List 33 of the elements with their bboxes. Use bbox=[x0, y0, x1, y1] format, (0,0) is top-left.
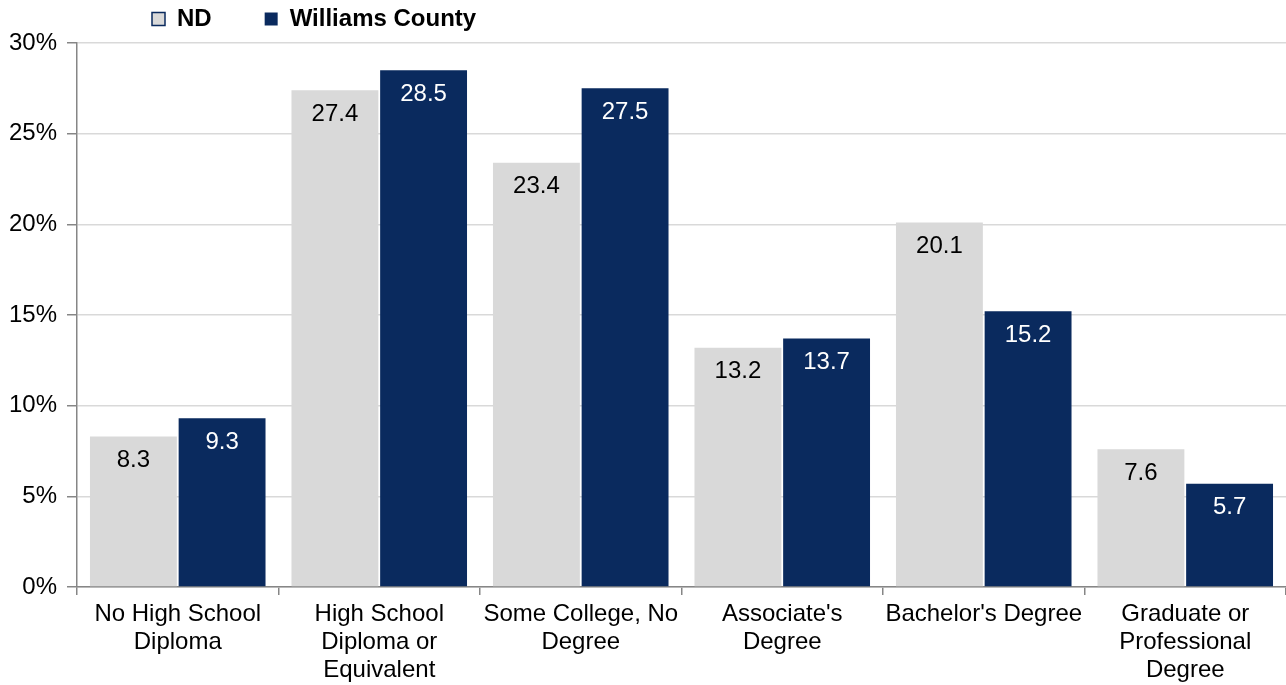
data-label: 27.5 bbox=[601, 96, 649, 124]
y-tick-label: 0% bbox=[22, 571, 57, 599]
data-label: 27.4 bbox=[311, 98, 359, 126]
bar bbox=[783, 338, 871, 587]
data-label: 20.1 bbox=[916, 231, 963, 259]
legend-label: Williams County bbox=[289, 3, 477, 31]
bar bbox=[984, 311, 1072, 587]
y-tick-label: 25% bbox=[8, 118, 57, 146]
x-tick-label: No High School Diploma bbox=[94, 599, 262, 655]
data-label: 28.5 bbox=[400, 78, 447, 106]
x-tick-label: Bachelor's Degree bbox=[885, 599, 1083, 627]
x-tick-label: Some College, No Degree bbox=[483, 599, 679, 655]
y-tick-label: 15% bbox=[8, 299, 57, 327]
data-label: 7.6 bbox=[1124, 457, 1158, 485]
y-tick-label: 20% bbox=[8, 208, 57, 236]
legend-label: ND bbox=[177, 3, 212, 31]
bar bbox=[178, 418, 266, 587]
x-tick-label: Associate's Degree bbox=[721, 599, 843, 655]
data-label: 13.2 bbox=[714, 356, 762, 384]
data-label: 5.7 bbox=[1212, 492, 1247, 520]
data-label: 9.3 bbox=[205, 426, 239, 454]
y-tick-label: 10% bbox=[8, 390, 57, 418]
x-tick-label: High School Diploma or Equivalent bbox=[314, 599, 444, 682]
x-tick-label: Graduate or Professional Degree bbox=[1119, 599, 1252, 682]
data-label: 15.2 bbox=[1004, 320, 1052, 347]
bar bbox=[581, 88, 669, 587]
data-label: 13.7 bbox=[803, 347, 850, 375]
y-tick-label: 5% bbox=[22, 480, 57, 508]
data-label: 8.3 bbox=[116, 445, 151, 473]
data-label: 23.4 bbox=[513, 171, 560, 199]
bar bbox=[1186, 483, 1274, 587]
y-tick-label: 30% bbox=[8, 27, 57, 55]
bar bbox=[380, 70, 468, 587]
